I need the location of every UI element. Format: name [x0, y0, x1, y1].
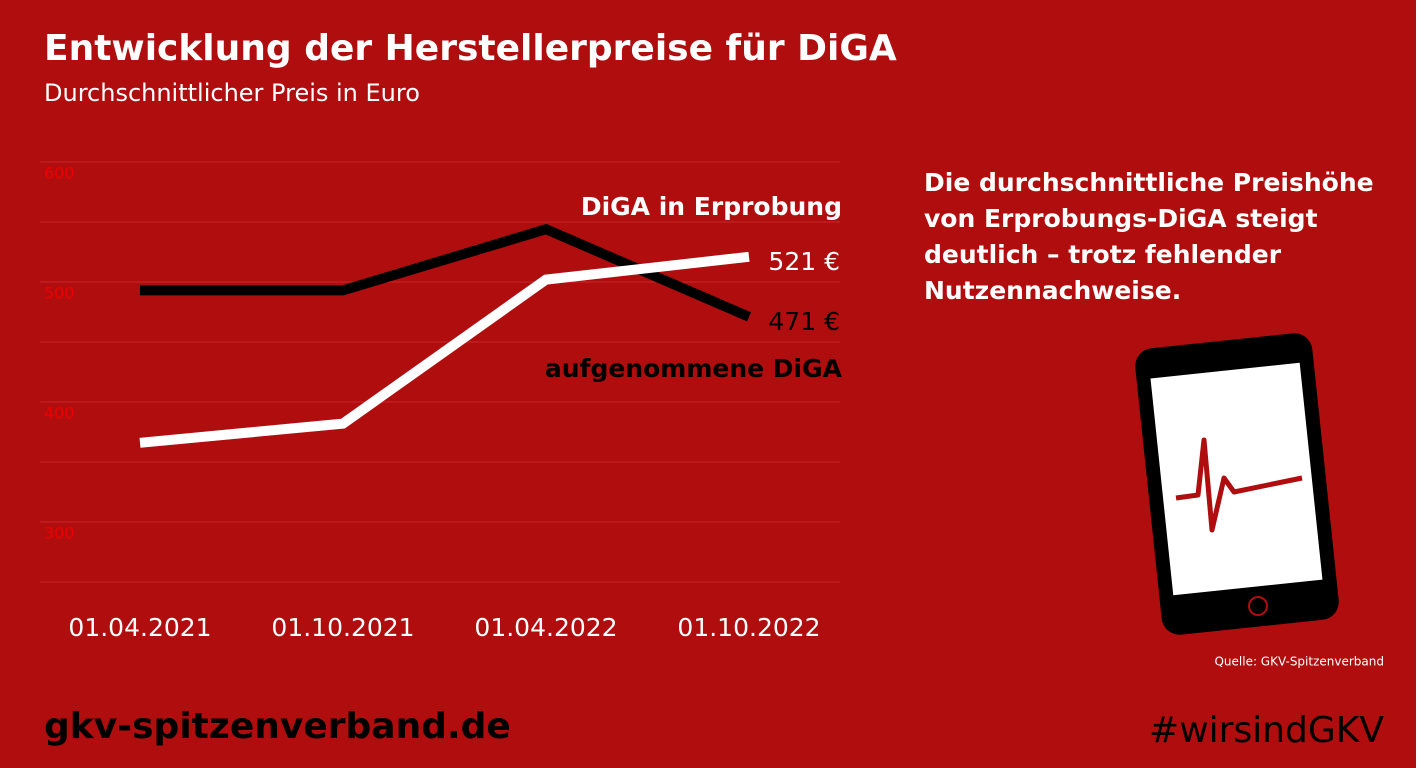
heartbeat	[1175, 437, 1303, 533]
y-tick-label: 600	[44, 164, 75, 183]
line	[139, 251, 750, 448]
x-tick-label: 01.04.2021	[68, 613, 211, 642]
phone-button	[1248, 596, 1268, 616]
chart-title: Entwicklung der Herstellerpreise für DiG…	[44, 28, 897, 69]
phone-icon	[1135, 333, 1339, 635]
phone-screen	[1150, 362, 1323, 596]
y-tick-label: 500	[44, 284, 75, 303]
value-label: 521 €	[768, 247, 840, 276]
legend-entry: DiGA in Erprobung	[581, 192, 842, 221]
y-tick-label: 400	[44, 404, 75, 423]
legend-entry: aufgenommene DiGA	[545, 354, 843, 383]
annotation: Die durchschnittliche Preishöhe von Erpr…	[924, 168, 1374, 305]
hashtag: #wirsindGKV	[1149, 710, 1384, 751]
x-tick-label: 01.04.2022	[474, 613, 617, 642]
y-tick-label: 300	[44, 524, 75, 543]
x-tick-label: 01.10.2022	[677, 613, 820, 642]
value-label: 471 €	[768, 307, 840, 336]
source: Quelle: GKV-Spitzenverband	[1214, 655, 1384, 669]
footer-url: gkv-spitzenverband.de	[44, 706, 511, 747]
chart-subtitle: Durchschnittlicher Preis in Euro	[44, 79, 420, 107]
x-tick-label: 01.10.2021	[271, 613, 414, 642]
